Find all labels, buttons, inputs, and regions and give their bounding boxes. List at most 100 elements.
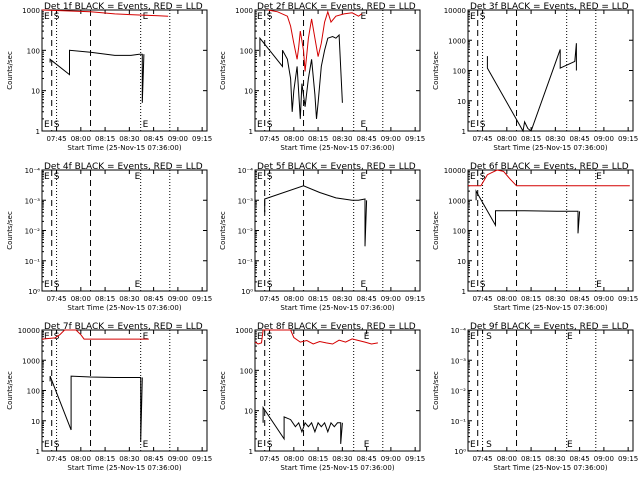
x-tick-label: 07:45 <box>259 135 279 143</box>
y-tick-label: 100 <box>240 367 253 375</box>
event-marker-label-bottom: E <box>470 440 476 450</box>
y-tick-label: 1000 <box>22 357 40 365</box>
series-events-line <box>475 189 581 234</box>
event-marker-label-bottom: S <box>267 120 273 130</box>
x-tick-label: 08:00 <box>497 455 517 463</box>
x-tick-label: 09:00 <box>381 455 401 463</box>
x-tick-label: 08:30 <box>332 455 352 463</box>
event-marker-label: E <box>596 172 602 182</box>
x-tick-label: 07:45 <box>472 455 492 463</box>
event-marker-label: E <box>364 332 370 342</box>
y-tick-label: 100 <box>453 68 466 76</box>
event-marker-label-bottom: E <box>470 120 476 130</box>
y-axis-label: Counts/sec <box>432 211 440 250</box>
x-tick-label: 08:45 <box>357 295 377 303</box>
y-tick-label: 10⁰ <box>454 448 466 456</box>
x-tick-label: 08:45 <box>144 455 164 463</box>
event-marker-label-bottom: E <box>470 280 476 290</box>
y-tick-label: 1000 <box>448 37 466 45</box>
y-tick-label: 10 <box>457 258 466 266</box>
event-marker-label-bottom: E <box>361 120 367 130</box>
y-tick-label: 100 <box>240 47 253 55</box>
y-tick-label: 1 <box>249 448 253 456</box>
x-tick-label: 08:00 <box>497 135 517 143</box>
y-tick-label: 10⁻⁴ <box>451 327 467 335</box>
y-tick-label: 10000 <box>444 167 466 175</box>
x-tick-label: 08:30 <box>332 295 352 303</box>
event-marker-label-bottom: S <box>54 440 60 450</box>
x-tick-label: 08:00 <box>284 455 304 463</box>
event-marker-label-bottom: S <box>54 280 60 290</box>
event-marker-label-bottom: E <box>44 440 50 450</box>
y-tick-label: 100 <box>27 388 40 396</box>
x-tick-label: 07:45 <box>259 455 279 463</box>
event-marker-label-bottom: S <box>267 440 273 450</box>
event-marker-label: E <box>257 172 263 182</box>
event-marker-label-bottom: E <box>135 280 141 290</box>
y-tick-label: 1 <box>462 128 466 136</box>
y-tick-label: 10⁻¹ <box>238 258 254 266</box>
x-tick-label: 08:45 <box>357 455 377 463</box>
event-marker-label: E <box>361 172 367 182</box>
x-axis-label: Start Time (25-Nov-15 07:36:00) <box>493 464 607 472</box>
series-events-line <box>259 33 343 119</box>
x-axis-label: Start Time (25-Nov-15 07:36:00) <box>67 304 181 312</box>
x-axis-label: Start Time (25-Nov-15 07:36:00) <box>280 304 394 312</box>
x-tick-label: 08:00 <box>497 295 517 303</box>
x-tick-label: 09:15 <box>192 455 212 463</box>
plot-frame <box>254 169 421 292</box>
x-tick-label: 08:30 <box>119 455 139 463</box>
x-tick-label: 07:45 <box>46 455 66 463</box>
event-marker-label-bottom: E <box>257 280 263 290</box>
panel-7: Det 7f BLACK = Events, RED = LLD 07:45 08:… <box>6 322 212 472</box>
y-axis-label: Counts/sec <box>219 51 227 90</box>
x-tick-label: 09:00 <box>381 295 401 303</box>
x-tick-label: 08:15 <box>308 295 328 303</box>
x-tick-label: 08:30 <box>545 295 565 303</box>
y-tick-label: 10⁻¹ <box>451 418 467 426</box>
y-axis-label: Counts/sec <box>432 51 440 90</box>
y-tick-label: 10⁻² <box>238 228 254 236</box>
x-tick-label: 09:00 <box>381 135 401 143</box>
x-tick-label: 08:45 <box>570 135 590 143</box>
plot-frame <box>254 9 421 132</box>
x-tick-label: 08:15 <box>521 455 541 463</box>
y-tick-label: 1 <box>36 128 40 136</box>
series-lld-line <box>468 169 630 187</box>
series-lld-line <box>41 9 169 17</box>
event-marker-label-bottom: E <box>567 440 573 450</box>
event-marker-label: E <box>44 332 50 342</box>
x-tick-label: 08:15 <box>95 295 115 303</box>
y-tick-label: 10⁻² <box>25 228 41 236</box>
panel-title: Det 7f BLACK = Events, RED = LLD <box>44 322 203 332</box>
y-tick-label: 100 <box>453 228 466 236</box>
y-axis-label: Counts/sec <box>6 371 14 410</box>
y-tick-label: 1 <box>249 128 253 136</box>
event-marker-label: S <box>267 332 273 342</box>
event-marker-label: E <box>44 12 50 22</box>
x-tick-label: 09:00 <box>168 455 188 463</box>
y-axis-label: Counts/sec <box>219 371 227 410</box>
x-axis-label: Start Time (25-Nov-15 07:36:00) <box>493 304 607 312</box>
series-events-line <box>486 43 577 133</box>
event-marker-label-bottom: E <box>44 280 50 290</box>
x-tick-label: 09:15 <box>618 135 638 143</box>
series-lld-line <box>267 9 363 72</box>
y-tick-label: 10⁻² <box>451 388 467 396</box>
y-tick-label: 10000 <box>18 327 40 335</box>
event-marker-label: E <box>361 12 367 22</box>
event-marker-label: S <box>486 332 492 342</box>
panel-9: Det 9f BLACK = Events, RED = LLD 07:45 08:… <box>432 322 638 472</box>
x-tick-label: 08:45 <box>357 135 377 143</box>
x-axis-label: Start Time (25-Nov-15 07:36:00) <box>280 144 394 152</box>
event-marker-label-bottom: S <box>54 120 60 130</box>
x-tick-label: 09:00 <box>168 135 188 143</box>
x-tick-label: 08:00 <box>284 295 304 303</box>
x-tick-label: 07:45 <box>46 295 66 303</box>
y-tick-label: 10⁻¹ <box>25 258 41 266</box>
x-tick-label: 08:15 <box>95 135 115 143</box>
panel-8: Det 8f BLACK = Events, RED = LLD 07:45 08:… <box>219 322 425 472</box>
panel-title: Det 3f BLACK = Events, RED = LLD <box>470 2 629 12</box>
x-tick-label: 08:45 <box>144 135 164 143</box>
